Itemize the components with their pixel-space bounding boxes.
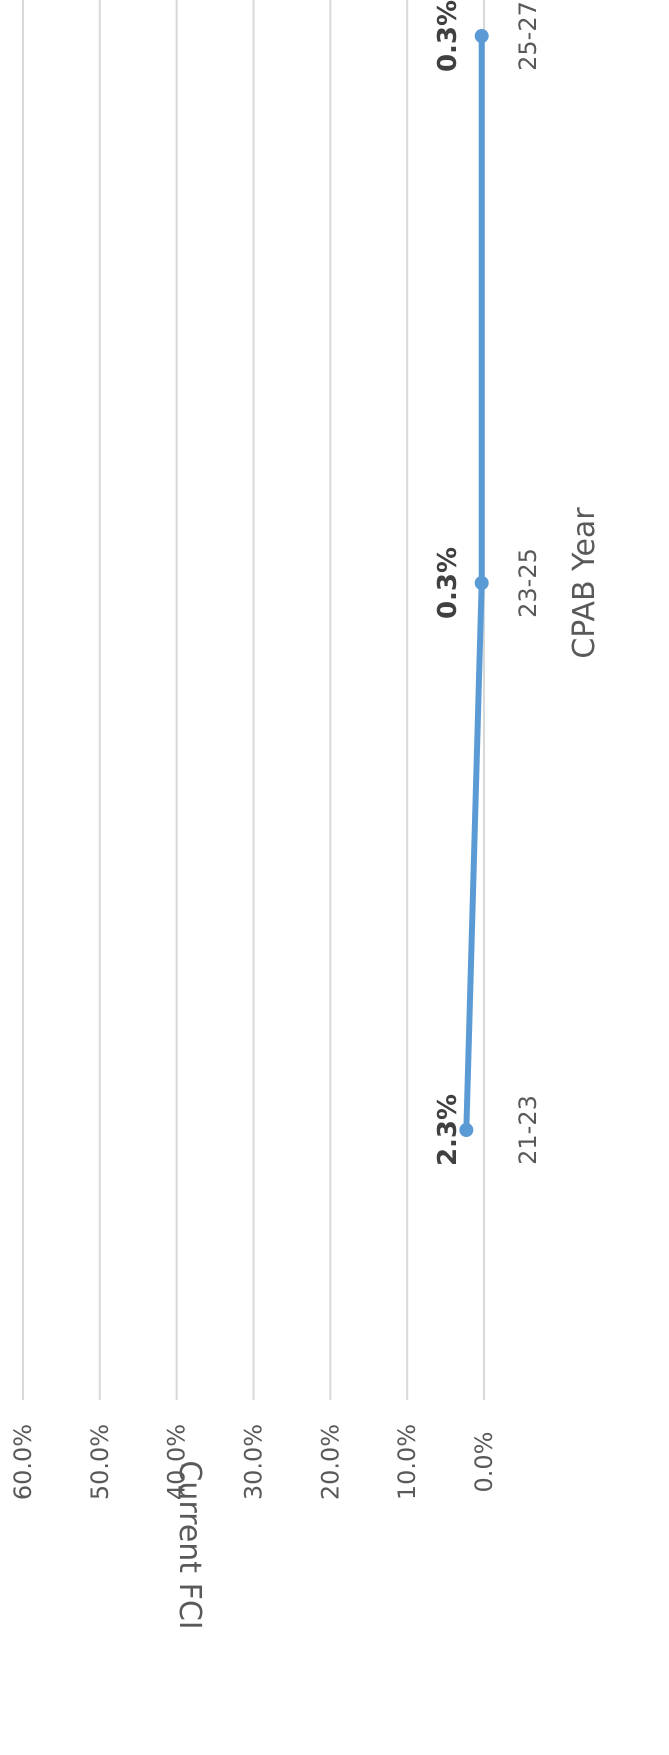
gridlines	[22, 0, 485, 1400]
x-tick-label-1: 23-25	[514, 548, 542, 618]
y-tick-labels: 0.0% 10.0% 20.0% 30.0% 40.0% 50.0% 60.0%	[9, 1424, 498, 1500]
x-tick-labels: 21-23 23-25 25-27	[514, 1, 542, 1165]
y-tick-label-4: 40.0%	[163, 1424, 191, 1500]
y-tick-label-5: 50.0%	[86, 1424, 114, 1500]
y-tick-label-6: 60.0%	[9, 1424, 37, 1500]
y-tick-label-3: 30.0%	[240, 1424, 268, 1500]
y-axis-title: Current FCI	[172, 1460, 207, 1629]
x-tick-label-0: 21-23	[514, 1095, 542, 1165]
y-tick-label-2: 20.0%	[316, 1424, 344, 1500]
data-point-2	[474, 29, 489, 43]
data-label-2: 0.3%	[433, 0, 463, 72]
data-label-0: 2.3%	[433, 1094, 463, 1166]
data-labels: 2.3% 0.3% 0.3%	[433, 0, 463, 1166]
y-tick-label-0: 0.0%	[470, 1432, 498, 1493]
data-point-0	[459, 1123, 474, 1137]
x-axis-title: CPAB Year	[567, 507, 602, 659]
data-label-1: 0.3%	[433, 547, 463, 619]
series-layer	[459, 29, 489, 1137]
y-tick-label-1: 10.0%	[393, 1424, 421, 1500]
data-point-1	[474, 576, 489, 590]
x-tick-label-2: 25-27	[514, 1, 542, 71]
